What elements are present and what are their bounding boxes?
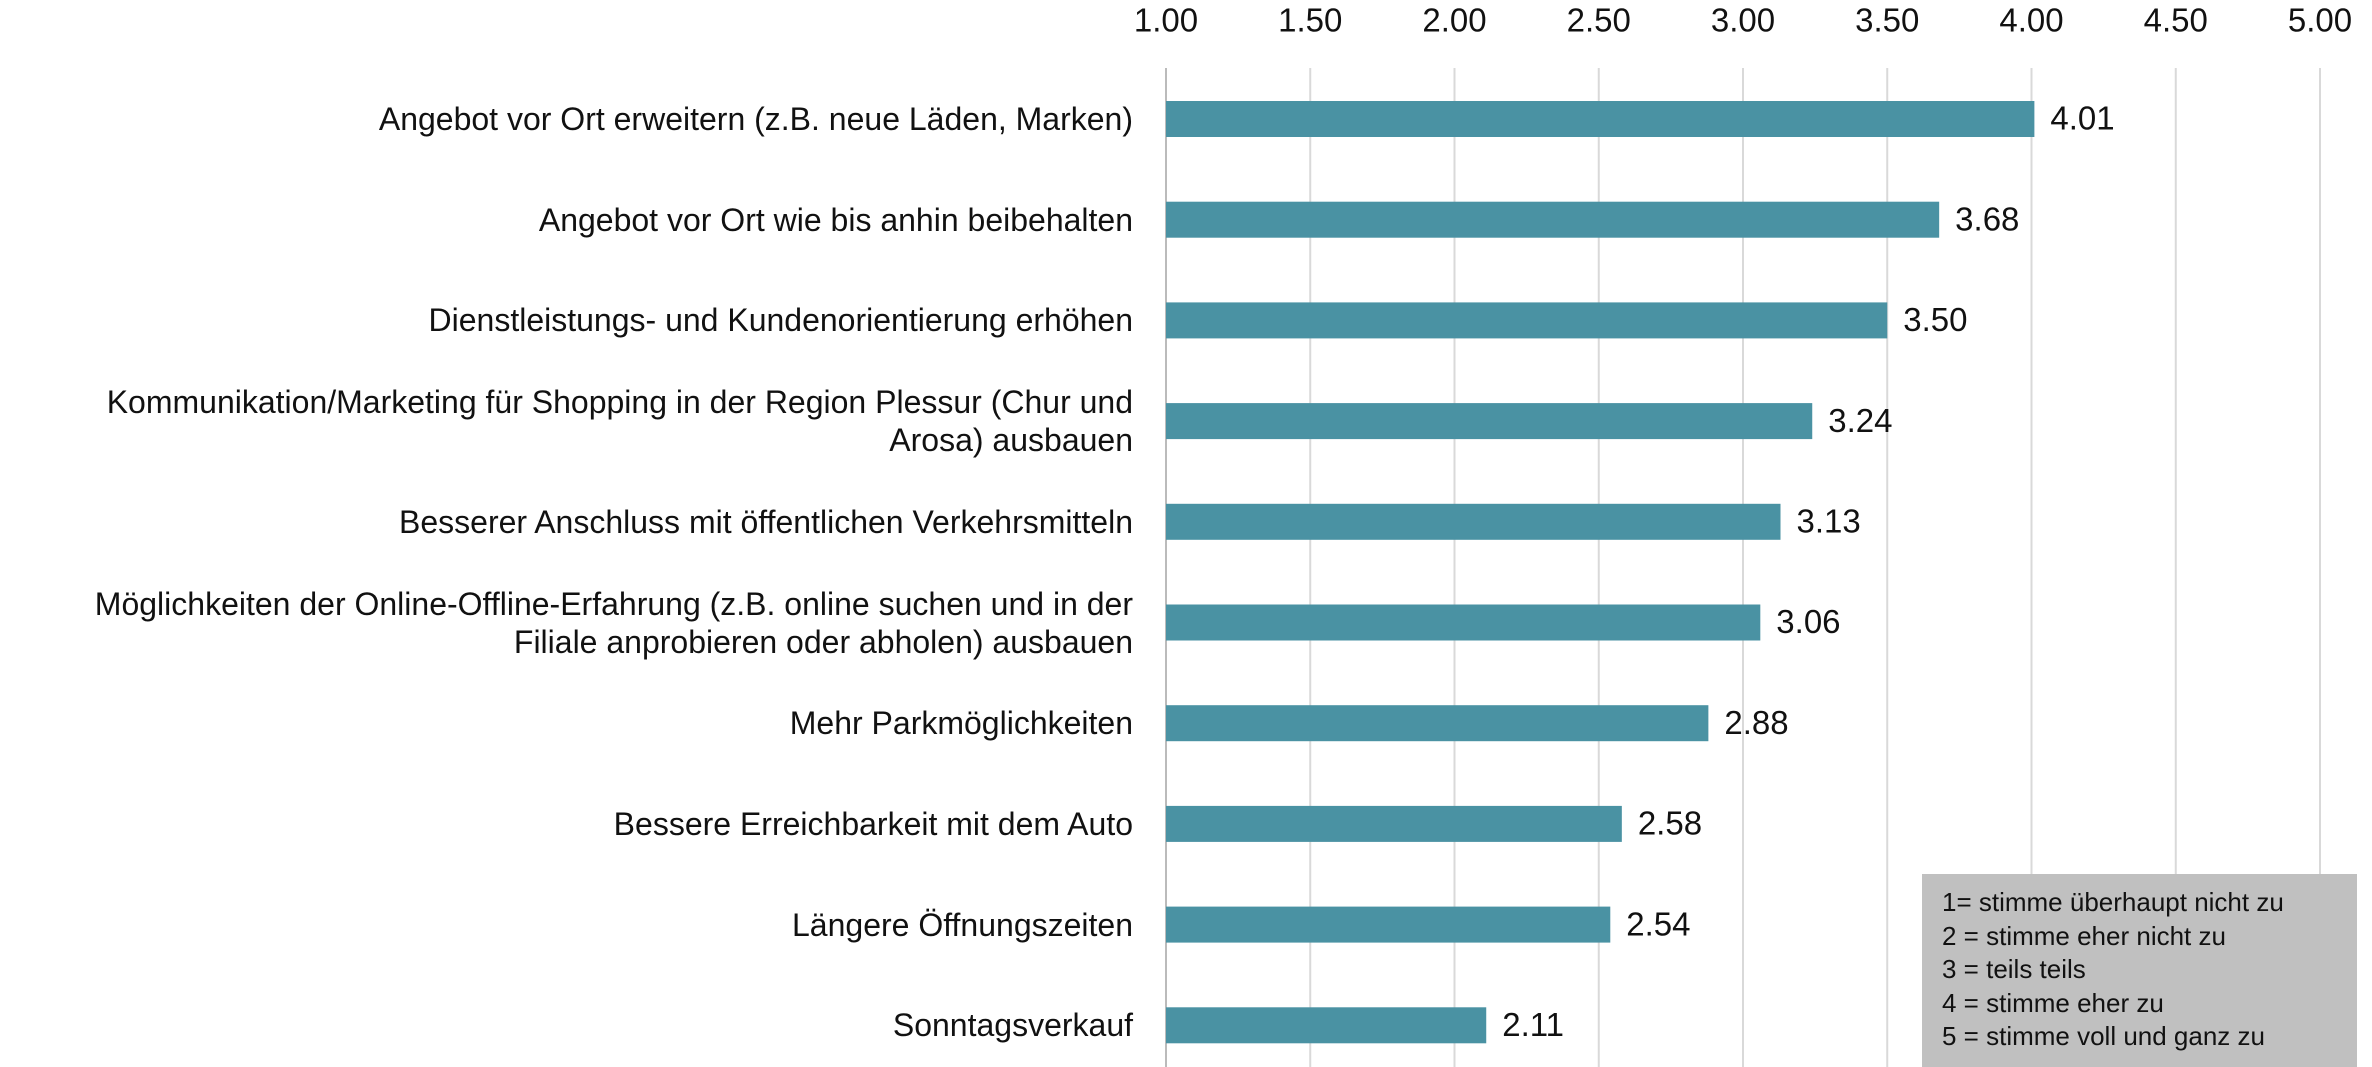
y-tick-label: Längere Öffnungszeiten	[792, 906, 1133, 943]
x-tick-label: 2.50	[1567, 2, 1631, 39]
y-tick-label: Kommunikation/Marketing für Shopping in …	[106, 384, 1133, 459]
x-tick-label: 3.50	[1855, 2, 1919, 39]
bar	[1166, 101, 2035, 137]
x-tick-label: 4.50	[2144, 2, 2208, 39]
x-tick-label: 5.00	[2288, 2, 2352, 39]
bar	[1166, 906, 1611, 943]
x-tick-label: 4.00	[1999, 2, 2063, 39]
y-tick-label: Sonntagsverkauf	[892, 1007, 1133, 1044]
value-label: 3.50	[1903, 301, 1967, 338]
bar	[1166, 403, 1813, 440]
y-tick-label: Angebot vor Ort wie bis anhin beibehalte…	[538, 201, 1133, 238]
y-tick-label: Mehr Parkmöglichkeiten	[789, 705, 1133, 742]
note-line: 2 = stimme eher nicht zu	[1942, 920, 2226, 951]
value-label: 2.11	[1502, 1006, 1564, 1043]
bar	[1166, 503, 1781, 540]
value-label: 4.01	[2050, 100, 2114, 137]
value-label: 3.06	[1776, 603, 1840, 640]
value-label: 3.68	[1955, 200, 2019, 237]
bar	[1166, 1007, 1487, 1044]
y-tick-label: Bessere Erreichbarkeit mit dem Auto	[613, 805, 1133, 842]
value-label: 3.13	[1797, 503, 1861, 540]
x-tick-label: 3.00	[1711, 2, 1775, 39]
y-tick-label: Angebot vor Ort erweitern (z.B. neue Läd…	[378, 101, 1133, 137]
value-label: 2.54	[1626, 905, 1690, 942]
bar	[1166, 604, 1761, 641]
value-label: 2.88	[1724, 704, 1788, 741]
x-tick-label: 1.50	[1278, 2, 1342, 39]
note-line: 1= stimme überhaupt nicht zu	[1942, 887, 2284, 917]
note-line: 4 = stimme eher zu	[1942, 987, 2164, 1018]
value-label: 3.24	[1828, 402, 1892, 439]
note-line: 5 = stimme voll und ganz zu	[1942, 1021, 2265, 1051]
note-line: 3 = teils teils	[1942, 954, 2086, 984]
bar	[1166, 805, 1622, 842]
y-tick-label: Besserer Anschluss mit öffentlichen Verk…	[399, 503, 1133, 540]
bar	[1166, 302, 1888, 339]
y-tick-label: Möglichkeiten der Online-Offline-Erfahru…	[94, 585, 1133, 660]
bar	[1166, 705, 1709, 742]
legend-note: 1= stimme überhaupt nicht zu 2 = stimme e…	[1922, 874, 2357, 1067]
x-tick-label: 1.00	[1134, 2, 1198, 39]
bar	[1166, 201, 1940, 238]
y-tick-label: Dienstleistungs- und Kundenorientierung …	[428, 302, 1133, 339]
x-tick-label: 2.00	[1422, 2, 1486, 39]
value-label: 2.58	[1638, 805, 1702, 842]
